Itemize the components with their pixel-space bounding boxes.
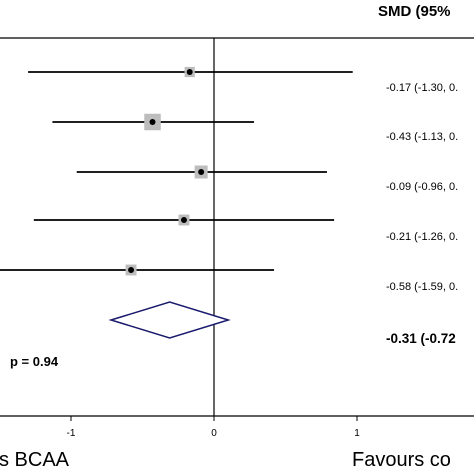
favours-right-label: Favours co (352, 449, 451, 471)
x-tick-label-neg1: -1 (66, 428, 76, 439)
overall-estimate: -0.31 (-0.72 (386, 331, 456, 346)
heterogeneity-p-value: p = 0.94 (10, 354, 59, 369)
study-5-estimate: -0.58 (-1.59, 0. (386, 281, 459, 293)
study-2-point (149, 119, 156, 125)
x-tick-label-0: 0 (211, 428, 217, 439)
study-2-estimate: -0.43 (-1.13, 0. (386, 131, 459, 143)
study-3-point (198, 169, 205, 175)
study-4-point (180, 217, 187, 223)
study-5-point (128, 267, 135, 273)
study-4-estimate: -0.21 (-1.26, 0. (386, 231, 459, 243)
smd-header: SMD (95% (378, 3, 451, 20)
study-1-point (186, 69, 193, 75)
study-3-estimate: -0.09 (-0.96, 0. (386, 181, 459, 193)
favours-left-label: s BCAA (0, 449, 70, 471)
x-tick-label-1: 1 (354, 428, 360, 439)
overall-diamond (108, 301, 231, 339)
study-1-estimate: -0.17 (-1.30, 0. (386, 82, 459, 94)
